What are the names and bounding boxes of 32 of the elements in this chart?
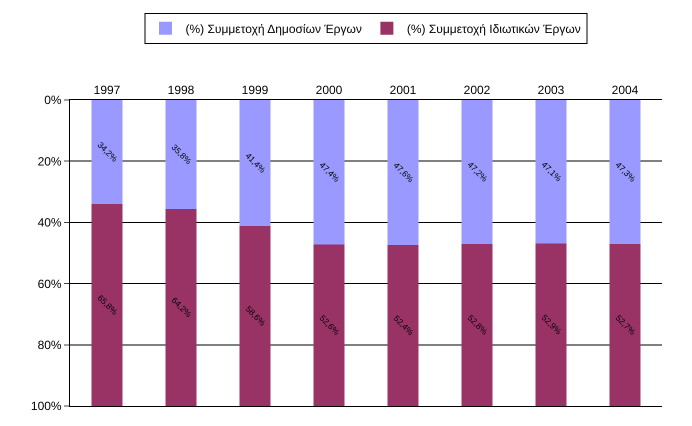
x-tick-label: 2003 (538, 83, 565, 98)
bar (240, 226, 270, 406)
legend-label: (%) Συμμετοχή Ιδιωτικών Έργων (406, 22, 581, 36)
bar (462, 100, 492, 245)
bar (388, 100, 418, 246)
y-tick-label: 80% (38, 338, 62, 352)
x-tick-label: 1998 (168, 83, 195, 98)
bar (314, 244, 344, 406)
bar (240, 100, 270, 228)
bar (166, 100, 196, 210)
x-tick-label: 2002 (464, 83, 491, 98)
legend-label: (%) Συμμετοχή Δημοσίων Έργων (186, 22, 362, 36)
bar (92, 204, 122, 406)
x-tick-label: 2004 (612, 83, 639, 98)
y-tick-label: 40% (38, 216, 62, 230)
x-tick-label: 1999 (242, 83, 269, 98)
bar (388, 245, 418, 406)
bar (92, 100, 122, 206)
y-tick-label: 20% (38, 154, 62, 168)
x-tick-label: 1997 (94, 83, 121, 98)
y-tick-label: 0% (44, 93, 62, 108)
bar (536, 100, 566, 245)
bar (462, 244, 492, 406)
y-tick-label: 60% (38, 276, 62, 291)
bar (166, 209, 196, 406)
x-tick-label: 2000 (316, 83, 343, 98)
bar (610, 244, 640, 406)
bar (314, 100, 344, 246)
bar (610, 100, 640, 246)
y-tick-label: 100% (30, 399, 62, 414)
x-tick-label: 2001 (390, 83, 417, 98)
bar (536, 244, 566, 406)
